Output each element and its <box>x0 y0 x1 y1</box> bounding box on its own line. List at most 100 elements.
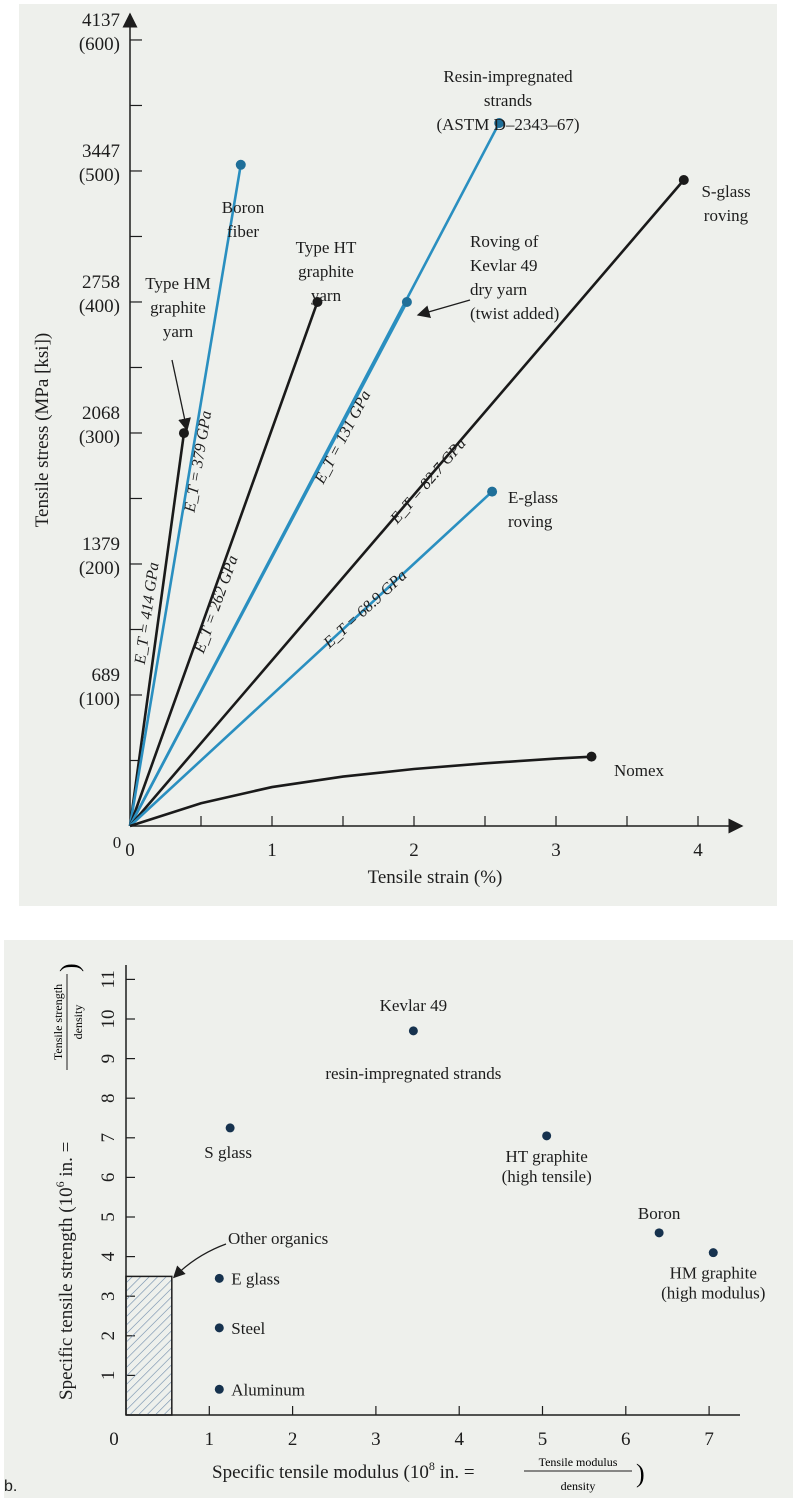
series-endpoint <box>487 486 498 497</box>
other-organics-region <box>125 1275 173 1416</box>
scatter-point <box>542 1131 552 1141</box>
point-label-secondary: resin-impregnated strands <box>325 1064 501 1083</box>
label-kevlar-roving: Roving of <box>470 232 539 251</box>
scatter-point <box>214 1384 224 1394</box>
y-tick-label: 689 <box>92 665 121 686</box>
y-tick-label: 1379 <box>82 534 120 555</box>
point-label: S glass <box>204 1143 252 1162</box>
label-kevlar-roving: dry yarn <box>470 280 528 299</box>
y-tick-label-ksi: (200) <box>79 558 120 579</box>
y-tick-label-ksi: (100) <box>79 689 120 710</box>
point-label-secondary: (high tensile) <box>502 1167 592 1186</box>
x-tick-label: 2 <box>409 840 419 861</box>
point-label: Steel <box>231 1319 265 1338</box>
point-label: HT graphite <box>506 1147 588 1166</box>
x-tick-label: 7 <box>704 1429 714 1450</box>
y-tick-label: 2758 <box>82 272 120 293</box>
label-boron: fiber <box>227 222 259 241</box>
series-endpoint <box>401 296 412 307</box>
y-tick-label: 5 <box>98 1212 119 1222</box>
label-kevlar-roving: (twist added) <box>470 304 559 323</box>
x-axis-title: Tensile strain (%) <box>368 867 503 888</box>
series-endpoint <box>235 159 246 170</box>
series-endpoint <box>178 428 189 439</box>
point-label: Boron <box>638 1204 681 1223</box>
scatter-point <box>225 1123 235 1133</box>
point-label-secondary: (high modulus) <box>661 1284 765 1303</box>
y-tick-label-ksi: (600) <box>79 34 120 55</box>
label-type-ht: Type HT <box>296 238 357 257</box>
label-resin-strands: Resin-impregnated <box>443 67 573 86</box>
origin-label: 0 <box>113 833 122 852</box>
x-tick-label: 0 <box>125 840 135 861</box>
label-type-ht: yarn <box>311 286 342 305</box>
y-axis-fraction-den: density <box>71 1005 85 1040</box>
scatter-point <box>708 1248 718 1258</box>
x-tick-label: 4 <box>693 840 703 861</box>
point-label: HM graphite <box>670 1264 757 1283</box>
series-endpoint <box>494 118 505 128</box>
other-organics-arrow <box>172 1243 227 1279</box>
x-tick-label: 0 <box>109 1429 119 1450</box>
chart-a-panel <box>19 4 777 906</box>
y-tick-label: 9 <box>98 1054 119 1064</box>
series-endpoint <box>586 751 597 762</box>
pointer-arrow <box>416 299 471 319</box>
scatter-point <box>654 1228 664 1238</box>
scatter-point <box>214 1273 224 1283</box>
other-organics-label: Other organics <box>228 1229 328 1248</box>
series-endpoint <box>678 175 689 185</box>
y-tick-label: 10 <box>98 1010 119 1029</box>
series-line <box>128 301 319 827</box>
series-line <box>128 164 243 827</box>
y-tick-label: 2068 <box>82 403 120 424</box>
x-axis-fraction-num: Tensile modulus <box>539 1455 618 1469</box>
label-s-glass: S-glass <box>701 182 750 201</box>
y-tick-label: 8 <box>98 1093 119 1103</box>
label-type-hm: Type HM <box>145 274 210 293</box>
label-e-glass: E-glass <box>508 488 558 507</box>
y-tick-label: 7 <box>98 1133 119 1143</box>
label-kevlar-roving: Kevlar 49 <box>470 256 538 275</box>
y-tick-label: 11 <box>98 970 119 988</box>
scatter-point <box>408 1026 418 1036</box>
label-s-glass: roving <box>704 206 749 225</box>
point-label: Kevlar 49 <box>380 996 448 1015</box>
y-tick-label: 6 <box>98 1173 119 1183</box>
x-tick-label: 2 <box>288 1429 298 1450</box>
y-tick-label-ksi: (300) <box>79 427 120 448</box>
x-tick-label: 3 <box>371 1429 381 1450</box>
y-tick-label-ksi: (500) <box>79 165 120 186</box>
label-type-hm: yarn <box>163 322 194 341</box>
label-e-glass: roving <box>508 512 553 531</box>
x-tick-label: 6 <box>621 1429 631 1450</box>
y-axis-title: Specific tensile strength (106 in. = <box>53 1142 77 1400</box>
y-tick-label: 4137 <box>82 10 120 31</box>
label-nomex: Nomex <box>614 761 665 780</box>
series-line <box>129 179 685 827</box>
y-axis-title-group: Specific tensile strength (106 in. = Tens… <box>51 963 85 1400</box>
x-axis-fraction-den: density <box>561 1479 596 1493</box>
x-tick-label: 4 <box>454 1429 464 1450</box>
scatter-point <box>214 1323 224 1333</box>
y-axis-fraction-num: Tensile strength <box>51 984 65 1060</box>
pointer-arrow <box>171 359 191 432</box>
y-axis-paren: ) <box>55 963 84 972</box>
x-axis-paren: ) <box>636 1459 645 1488</box>
panel-b-tag: b. <box>4 1478 18 1495</box>
y-tick-label: 4 <box>98 1251 119 1261</box>
x-tick-label: 5 <box>538 1429 548 1450</box>
y-tick-label: 3 <box>98 1291 119 1301</box>
label-resin-strands: strands <box>484 91 532 110</box>
point-label: E glass <box>231 1269 280 1288</box>
stress-strain-chart: 0 1 2 3 4 4137 (600) 3447 (500) 2758 (400) 2068 (300… <box>32 10 751 888</box>
y-axis-title: Tensile stress (MPa [ksi]) <box>32 333 53 527</box>
y-tick-label: 2 <box>98 1331 119 1341</box>
x-tick-label: 1 <box>205 1429 215 1450</box>
label-resin-strands: (ASTM D–2343–67) <box>436 115 579 134</box>
series-line <box>129 490 493 827</box>
series-line <box>128 432 186 827</box>
x-axis-title: Specific tensile modulus (108 in. = <box>212 1459 475 1483</box>
x-tick-label: 1 <box>267 840 277 861</box>
